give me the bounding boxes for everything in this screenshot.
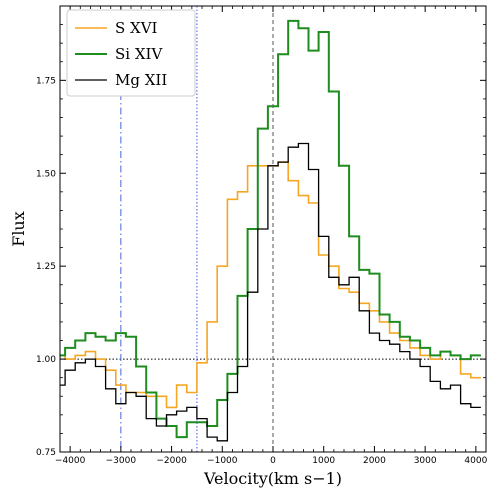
legend-box [66, 9, 196, 97]
x-tick-label: 0 [270, 456, 276, 466]
x-axis-label: Velocity(km s−1) [203, 469, 342, 488]
series-layer [60, 19, 481, 442]
y-tick-label: 1.25 [36, 262, 56, 272]
y-axis-label: Flux [9, 211, 28, 247]
axis-ticks: −4000 −3000 −2000 −1000 0 1000 2000 3000 4000 0.7… [36, 6, 488, 466]
x-tick-label: 4000 [464, 456, 487, 466]
legend-label-1: Si XIV [115, 45, 163, 63]
y-tick-label: 1.50 [36, 169, 56, 179]
x-tick-label: 3000 [414, 456, 437, 466]
series-line-2 [60, 142, 481, 442]
legend-label-0: S XVI [115, 19, 158, 37]
y-tick-label: 1.75 [36, 76, 56, 86]
x-tick-label: 2000 [363, 456, 386, 466]
x-tick-label: −3000 [106, 456, 137, 466]
y-tick-label: 1.00 [36, 355, 56, 365]
legend-label-2: Mg XII [115, 71, 167, 89]
y-tick-label: 0.75 [36, 448, 56, 458]
x-tick-label: 1000 [312, 456, 335, 466]
x-tick-label: −2000 [156, 456, 187, 466]
x-tick-label: −1000 [207, 456, 238, 466]
legend: S XVI Si XIV Mg XII [66, 9, 196, 97]
series-line-1 [60, 19, 481, 439]
x-tick-label: −4000 [55, 456, 86, 466]
